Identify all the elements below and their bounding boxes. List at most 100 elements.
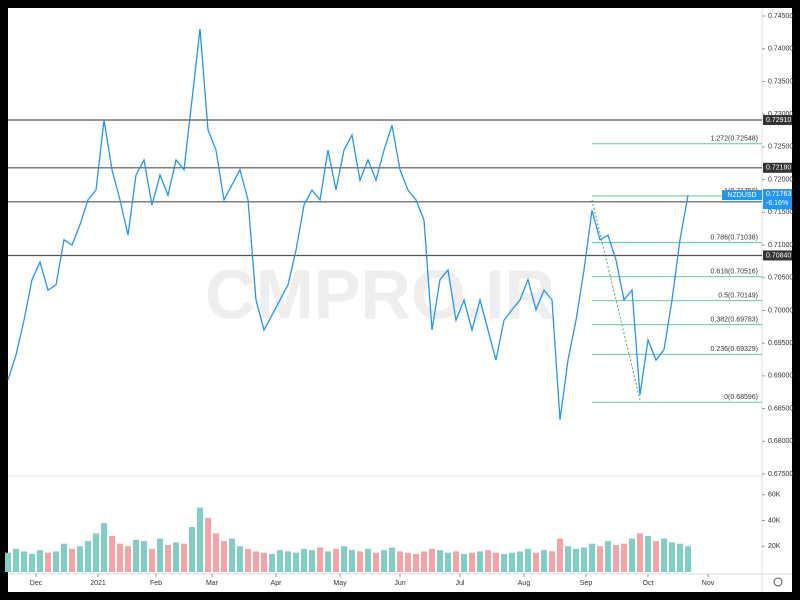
fib-label: 0.618(0.70516) <box>711 269 758 276</box>
volume-bar <box>165 544 171 572</box>
volume-bar <box>677 543 683 572</box>
volume-bar <box>285 551 291 572</box>
volume-bar <box>197 507 203 572</box>
volume-bar <box>397 551 403 572</box>
volume-tick-label: 60K <box>768 492 781 499</box>
volume-bar <box>645 535 651 572</box>
y-tick-label: 0.70500 <box>768 275 793 282</box>
x-tick-label: Dec <box>30 580 43 587</box>
volume-bar <box>517 551 523 572</box>
volume-bar <box>637 533 643 572</box>
volume-bar <box>221 541 227 572</box>
volume-bar <box>13 548 19 572</box>
volume-bar <box>93 533 99 572</box>
volume-bar <box>565 546 571 572</box>
volume-bar <box>77 546 83 572</box>
volume-bar <box>437 550 443 572</box>
y-tick-label: 0.71000 <box>768 242 793 249</box>
price-line <box>7 29 689 420</box>
volume-bar <box>581 547 587 572</box>
y-tick-label: 0.74500 <box>768 13 793 20</box>
volume-bar <box>325 551 331 572</box>
volume-tick-label: 40K <box>768 517 781 524</box>
volume-bar <box>493 552 499 572</box>
volume-bar <box>349 550 355 572</box>
volume-bar <box>117 543 123 572</box>
x-tick-label: Aug <box>518 580 531 587</box>
volume-bar <box>317 547 323 572</box>
volume-bar <box>541 550 547 572</box>
volume-bar <box>365 548 371 572</box>
volume-bar <box>469 552 475 572</box>
volume-bar <box>85 541 91 572</box>
level-tag <box>763 250 792 261</box>
volume-bar <box>485 550 491 572</box>
volume-bar <box>237 546 243 572</box>
y-tick-label: 0.72500 <box>768 144 793 151</box>
volume-bar <box>629 538 635 572</box>
volume-bar <box>101 523 107 572</box>
volume-bar <box>621 543 627 572</box>
volume-bar <box>549 551 555 572</box>
volume-bar <box>269 553 275 572</box>
volume-bar <box>509 552 515 572</box>
volume-bar <box>413 553 419 572</box>
last-price-label: 0.71763 <box>766 191 791 198</box>
y-tick-label: 0.73500 <box>768 78 793 85</box>
y-tick-label: 0.72000 <box>768 176 793 183</box>
x-tick-label: Mar <box>206 580 219 587</box>
volume-bar <box>69 548 75 572</box>
watermark: CMPRO.IR <box>205 255 555 333</box>
volume-bar <box>173 542 179 572</box>
volume-bar <box>301 548 307 572</box>
x-tick-label: Jul <box>456 580 465 587</box>
fib-label: 0.236(0.69329) <box>711 346 758 353</box>
level-label: 0.72180 <box>766 165 791 172</box>
volume-bar <box>149 548 155 572</box>
volume-bar <box>533 552 539 572</box>
volume-tick-label: 20K <box>768 543 781 550</box>
x-tick-label: Jun <box>394 580 405 587</box>
symbol-label: NZDUSD <box>727 192 756 199</box>
volume-bar <box>5 552 11 572</box>
volume-bar <box>653 541 659 572</box>
volume-bar <box>245 548 251 572</box>
volume-bar <box>597 546 603 572</box>
volume-bar <box>669 542 675 572</box>
settings-icon[interactable] <box>773 577 783 587</box>
x-tick-label: Oct <box>643 580 654 587</box>
volume-bar <box>293 552 299 572</box>
y-tick-label: 0.67500 <box>768 471 793 478</box>
y-tick-label: 0.73000 <box>768 111 793 118</box>
fib-label: 0.382(0.69783) <box>711 316 758 323</box>
fib-label: 1.272(0.72548) <box>711 136 758 143</box>
volume-bar <box>613 544 619 572</box>
volume-bar <box>21 551 27 572</box>
volume-bar <box>253 551 259 572</box>
volume-bar <box>341 546 347 572</box>
last-price-tag <box>763 189 792 210</box>
volume-bar <box>445 552 451 572</box>
fib-label: 0(0.68596) <box>724 394 758 401</box>
volume-bar <box>141 541 147 572</box>
volume-bar <box>605 541 611 572</box>
volume-bar <box>405 552 411 572</box>
y-tick-label: 0.74000 <box>768 46 793 53</box>
volume-bar <box>61 543 67 572</box>
volume-bar <box>157 538 163 572</box>
volume-bar <box>477 551 483 572</box>
volume-bar <box>501 553 507 572</box>
volume-bar <box>661 538 667 572</box>
volume-bar <box>421 551 427 572</box>
volume-bar <box>381 550 387 572</box>
x-tick-label: Nov <box>702 580 715 587</box>
x-tick-label: 2021 <box>90 580 106 587</box>
y-tick-label: 0.68000 <box>768 438 793 445</box>
x-tick-label: May <box>333 580 347 587</box>
volume-bar <box>389 547 395 572</box>
y-tick-label: 0.68500 <box>768 405 793 412</box>
y-tick-label: 0.71500 <box>768 209 793 216</box>
level-label: 0.72910 <box>766 117 791 124</box>
y-tick-label: 0.69000 <box>768 373 793 380</box>
